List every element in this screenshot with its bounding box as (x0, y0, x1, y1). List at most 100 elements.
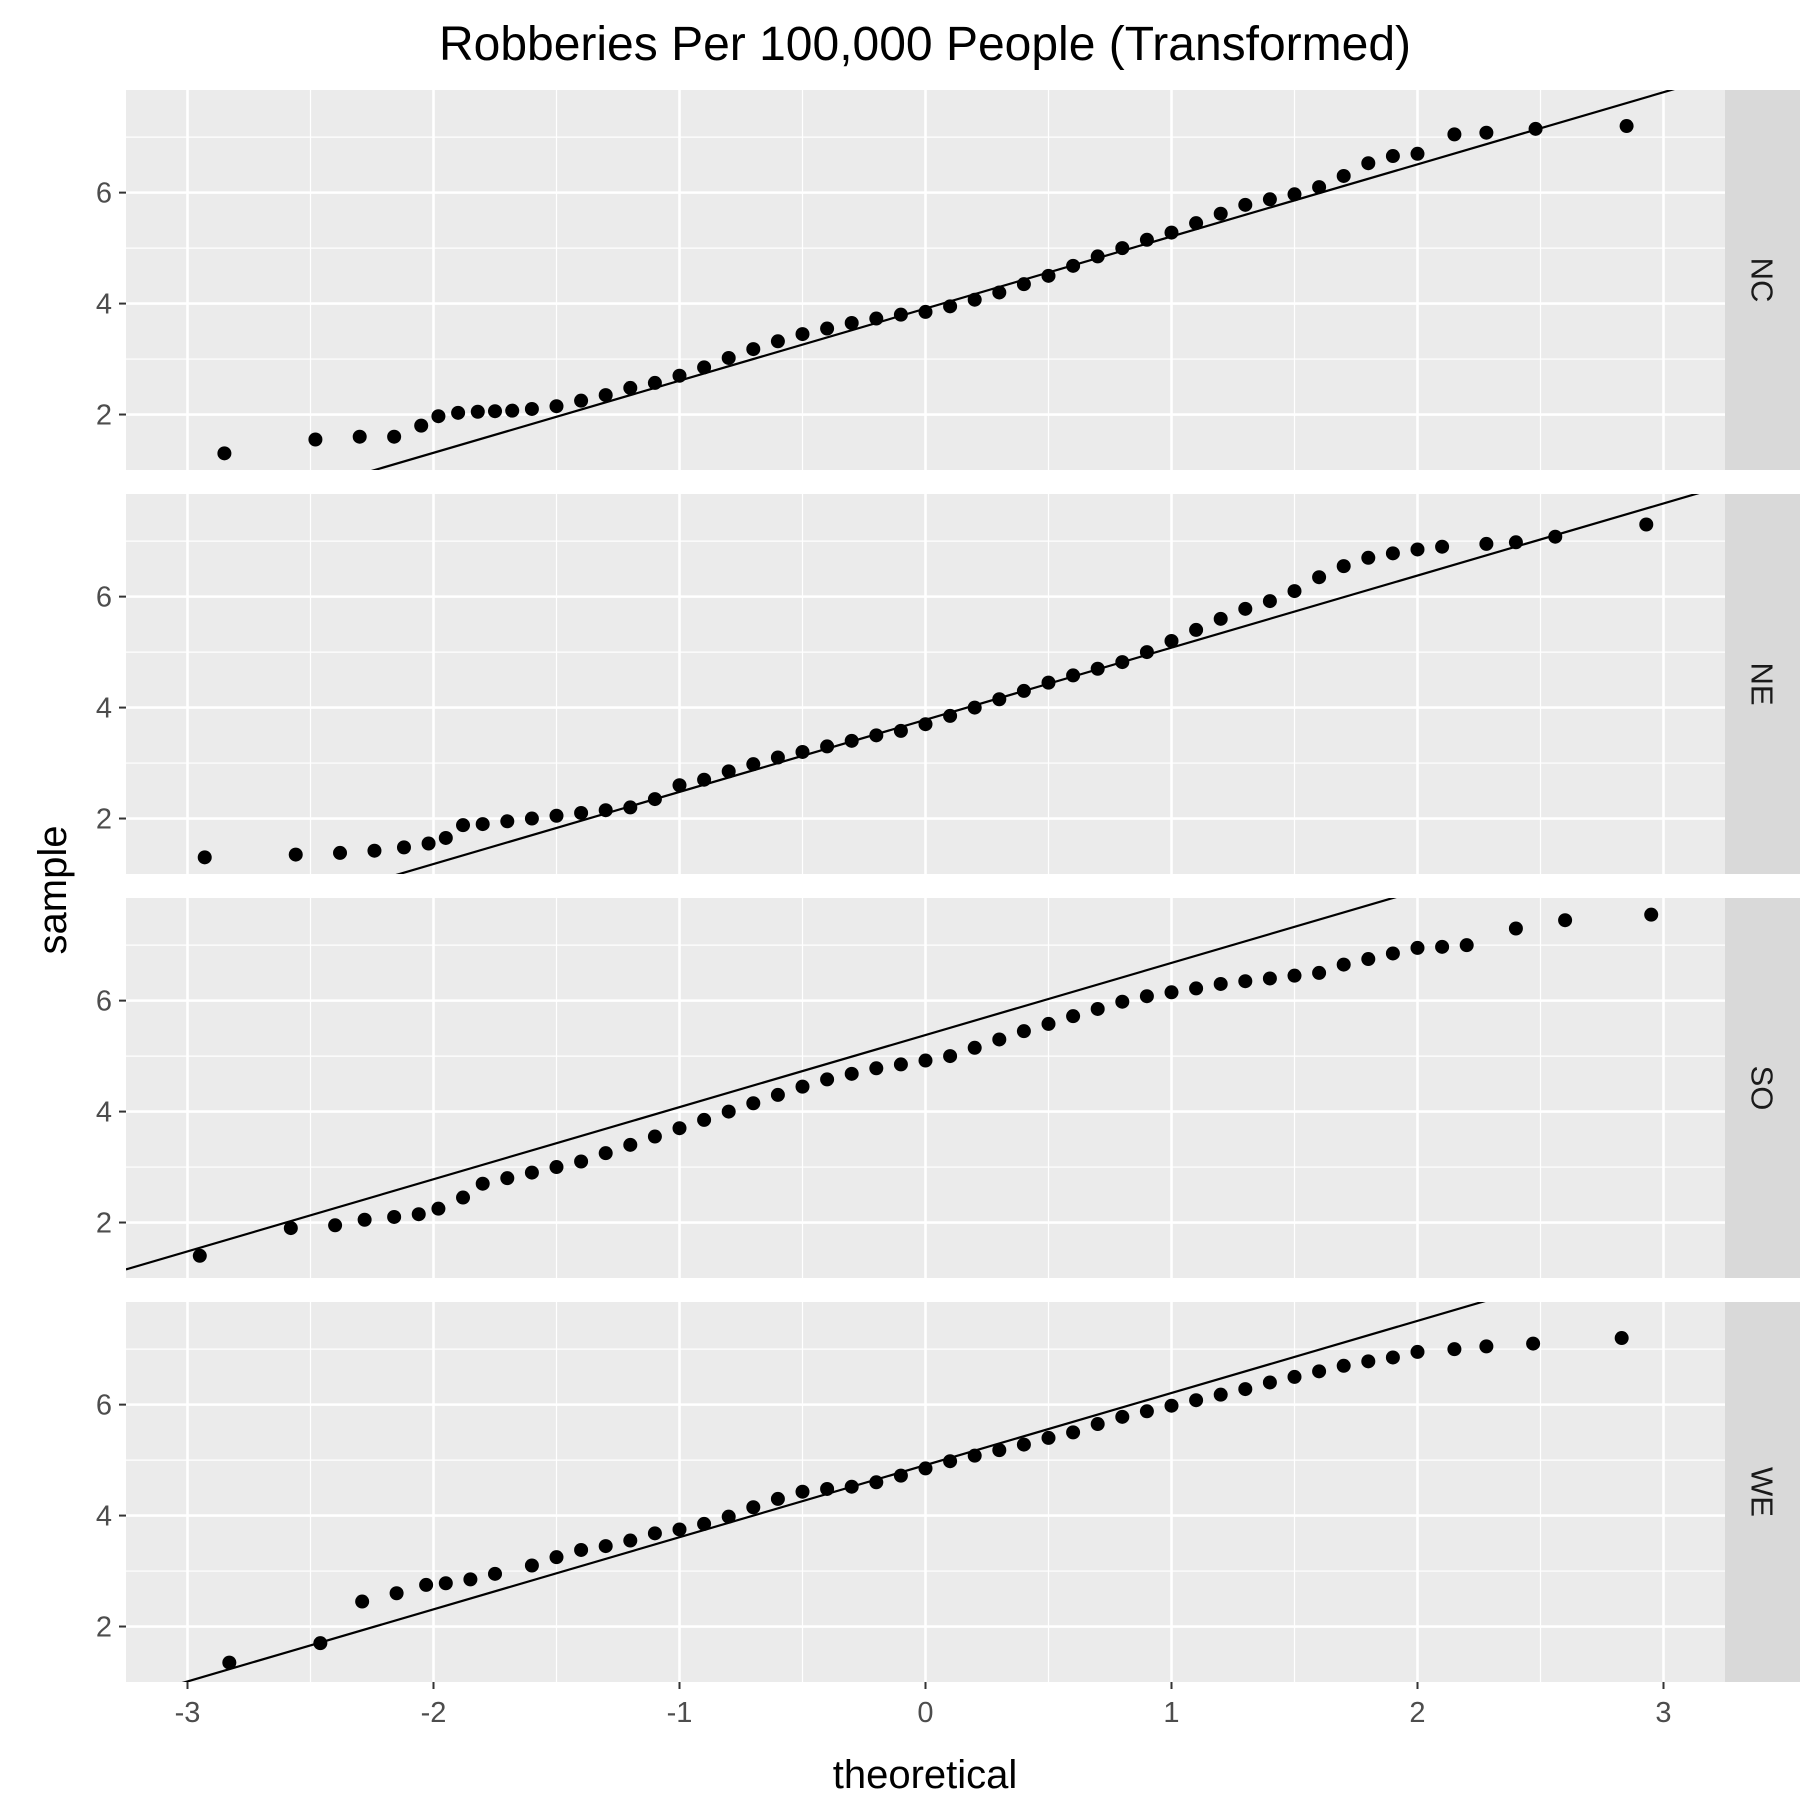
data-point (1213, 611, 1228, 626)
data-point (1614, 1331, 1629, 1346)
data-point (387, 429, 402, 444)
data-point (313, 1636, 328, 1651)
data-point (1558, 913, 1573, 928)
data-point (943, 299, 958, 314)
data-point (795, 1079, 810, 1094)
data-point (697, 1112, 712, 1127)
data-point (1312, 965, 1327, 980)
data-point (1459, 938, 1474, 953)
data-point (820, 1481, 835, 1496)
data-point (1238, 974, 1253, 989)
data-point (1528, 121, 1543, 136)
data-point (1213, 1387, 1228, 1402)
data-point (1115, 241, 1130, 256)
data-point (623, 1533, 638, 1548)
data-point (1262, 594, 1277, 609)
y-tick-label: 4 (96, 1097, 112, 1129)
data-point (820, 1072, 835, 1087)
data-point (1435, 539, 1450, 554)
data-point (697, 360, 712, 375)
data-point (1213, 976, 1228, 991)
data-point (1336, 1358, 1351, 1373)
data-point (967, 1040, 982, 1055)
x-tick-label: -2 (421, 1697, 447, 1729)
data-point (1164, 634, 1179, 649)
data-point (992, 1443, 1007, 1458)
data-point (992, 1032, 1007, 1047)
data-point (1312, 180, 1327, 195)
data-point (1238, 197, 1253, 212)
y-tick-label: 2 (96, 400, 112, 432)
x-tick-label: 3 (1655, 1697, 1671, 1729)
data-point (1639, 517, 1654, 532)
data-point (647, 1129, 662, 1144)
data-point (1479, 536, 1494, 551)
data-point (328, 1218, 343, 1233)
data-point (869, 1061, 884, 1076)
data-point (893, 307, 908, 322)
data-point (352, 429, 367, 444)
y-tick-label: 6 (96, 986, 112, 1018)
data-point (943, 1454, 958, 1469)
data-point (820, 739, 835, 754)
data-point (1139, 1404, 1154, 1419)
data-point (438, 830, 453, 845)
data-point (524, 1558, 539, 1573)
data-point (524, 1165, 539, 1180)
data-point (844, 1479, 859, 1494)
data-point (1213, 206, 1228, 221)
data-point (1312, 1364, 1327, 1379)
data-point (1410, 542, 1425, 557)
data-point (1526, 1336, 1541, 1351)
facet-strip-label: NC (1745, 258, 1780, 303)
y-tick-label: 6 (96, 178, 112, 210)
data-point (192, 1248, 207, 1263)
data-point (672, 1121, 687, 1136)
data-point (1361, 1354, 1376, 1369)
x-tick-label: -3 (175, 1697, 201, 1729)
x-tick-label: 1 (1163, 1697, 1179, 1729)
data-point (746, 342, 761, 357)
data-point (697, 772, 712, 787)
y-axis-title: sample (31, 826, 75, 955)
data-point (549, 808, 564, 823)
data-point (470, 404, 485, 419)
y-tick-label: 6 (96, 582, 112, 614)
data-point (1385, 546, 1400, 561)
data-point (1115, 1409, 1130, 1424)
data-point (1016, 683, 1031, 698)
facet-strip (1725, 90, 1800, 470)
data-point (1435, 939, 1450, 954)
data-point (1287, 968, 1302, 983)
data-point (475, 817, 490, 832)
data-point (1164, 985, 1179, 1000)
data-point (396, 840, 411, 855)
data-point (1041, 1016, 1056, 1031)
data-point (746, 1096, 761, 1111)
data-point (770, 334, 785, 349)
data-point (1262, 971, 1277, 986)
y-tick-label: 2 (96, 1612, 112, 1644)
data-point (893, 723, 908, 738)
data-point (574, 1154, 589, 1169)
data-point (869, 1475, 884, 1490)
data-point (1447, 127, 1462, 142)
data-point (488, 1566, 502, 1581)
facet-strip-label: SO (1745, 1066, 1780, 1111)
data-point (431, 1201, 446, 1216)
data-point (918, 717, 933, 732)
x-axis-title: theoretical (833, 1753, 1018, 1797)
data-point (1508, 535, 1523, 550)
data-point (500, 814, 515, 829)
data-point (500, 1171, 515, 1186)
data-point (333, 845, 348, 860)
data-point (893, 1057, 908, 1072)
data-point (844, 1066, 859, 1081)
data-point (967, 700, 982, 715)
data-point (943, 1049, 958, 1064)
data-point (1619, 119, 1634, 134)
y-tick-label: 4 (96, 1501, 112, 1533)
data-point (1066, 258, 1081, 273)
data-point (549, 1160, 564, 1175)
